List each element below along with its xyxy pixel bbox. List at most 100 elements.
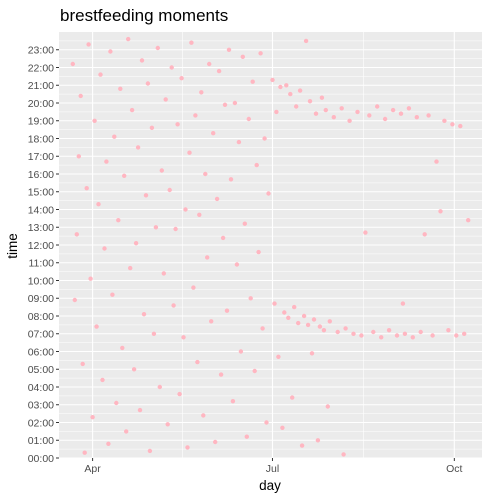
data-point <box>153 225 159 230</box>
x-tick-label: Apr <box>84 463 101 475</box>
data-point <box>280 425 285 430</box>
data-point <box>163 97 168 102</box>
data-point <box>414 115 419 120</box>
data-point <box>213 439 218 445</box>
data-point <box>426 113 431 118</box>
data-point <box>94 324 99 329</box>
data-point <box>161 271 166 276</box>
data-point <box>185 445 190 450</box>
chart-title: brestfeeding moments <box>60 6 228 25</box>
data-point <box>155 45 160 51</box>
data-point <box>238 349 244 354</box>
data-point <box>394 333 400 338</box>
data-point <box>70 61 76 67</box>
data-point <box>214 196 220 202</box>
data-point <box>458 123 463 129</box>
data-point <box>323 107 328 113</box>
data-point <box>195 359 200 365</box>
data-point <box>203 171 208 177</box>
data-point <box>390 107 396 113</box>
y-tick-label: 09:00 <box>28 293 54 305</box>
data-point <box>317 324 323 329</box>
data-point <box>139 58 145 63</box>
data-point <box>367 113 372 118</box>
y-tick-label: 04:00 <box>28 382 54 394</box>
y-axis-title: time <box>5 233 20 259</box>
data-point <box>224 308 230 313</box>
data-point <box>82 450 87 455</box>
data-point <box>270 77 275 83</box>
data-point <box>183 207 188 212</box>
data-point <box>402 331 408 336</box>
data-point <box>297 88 303 93</box>
data-point <box>454 333 459 338</box>
x-axis: Apr Jul Oct <box>84 458 463 475</box>
data-point <box>266 191 271 196</box>
data-point <box>114 400 119 406</box>
grid-major <box>59 32 482 459</box>
data-point <box>232 100 238 106</box>
data-point <box>341 452 346 457</box>
data-point <box>294 104 299 109</box>
y-tick-label: 18:00 <box>28 133 54 145</box>
y-tick-label: 03:00 <box>28 400 54 412</box>
data-point <box>386 328 392 333</box>
data-point <box>189 40 194 45</box>
data-point <box>252 368 257 374</box>
data-point <box>201 413 206 418</box>
data-point <box>290 395 295 400</box>
data-point <box>327 319 332 324</box>
data-point <box>100 377 105 383</box>
data-point <box>173 226 178 232</box>
data-point <box>363 230 368 235</box>
data-point <box>122 173 127 178</box>
data-point <box>400 301 406 306</box>
data-point <box>315 438 321 443</box>
data-point <box>430 333 435 338</box>
data-point <box>301 313 307 319</box>
data-point <box>157 384 162 390</box>
data-point <box>88 276 93 281</box>
data-point <box>406 106 412 111</box>
y-tick-label: 14:00 <box>28 204 54 216</box>
data-point <box>262 136 267 141</box>
data-point <box>462 331 467 336</box>
data-point <box>199 90 204 95</box>
data-point <box>278 84 283 90</box>
data-point <box>124 429 129 434</box>
data-point <box>286 315 291 320</box>
y-tick-label: 23:00 <box>28 45 54 57</box>
data-point <box>375 104 380 109</box>
data-point <box>175 122 180 127</box>
data-point <box>256 249 261 255</box>
data-point <box>309 351 315 356</box>
data-point <box>78 93 83 99</box>
data-point <box>410 335 415 340</box>
data-point <box>311 317 317 322</box>
data-point <box>171 303 176 308</box>
data-point <box>418 329 423 335</box>
data-point <box>335 329 340 335</box>
y-tick-label: 01:00 <box>28 435 54 447</box>
data-point <box>181 335 186 340</box>
data-point <box>422 232 427 237</box>
data-point <box>135 145 141 150</box>
data-point <box>165 422 170 427</box>
data-point <box>274 109 279 115</box>
data-point <box>145 81 151 86</box>
data-point <box>258 51 263 56</box>
data-point <box>209 319 214 324</box>
data-point <box>296 320 301 326</box>
data-point <box>351 331 356 336</box>
data-point <box>264 420 269 425</box>
data-point <box>446 328 451 333</box>
data-point <box>92 118 97 124</box>
y-tick-label: 12:00 <box>28 240 54 252</box>
data-point <box>159 168 164 173</box>
data-point <box>347 118 352 124</box>
data-point <box>305 322 311 328</box>
data-points <box>70 36 471 457</box>
y-tick-label: 13:00 <box>28 222 54 234</box>
x-axis-title: day <box>259 478 281 493</box>
y-tick-label: 07:00 <box>28 329 54 341</box>
